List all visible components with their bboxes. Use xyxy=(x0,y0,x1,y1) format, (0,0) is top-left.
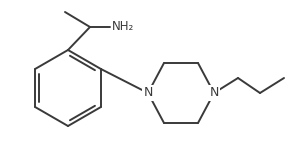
Text: NH₂: NH₂ xyxy=(112,20,134,33)
Text: N: N xyxy=(209,87,219,99)
Text: N: N xyxy=(143,87,153,99)
